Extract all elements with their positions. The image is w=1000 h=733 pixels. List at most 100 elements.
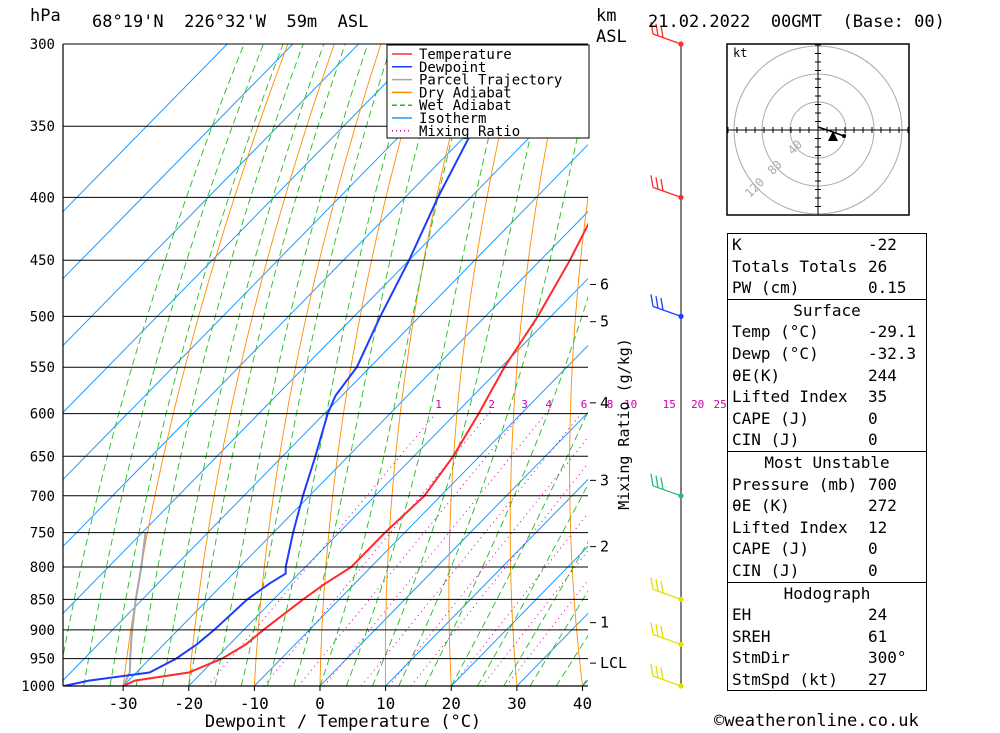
height-tick-label: 1 [600, 614, 609, 632]
indices-block-general: K -22 Totals Totals 26 PW (cm) 0.15 [728, 234, 926, 299]
wet-adiabat-line [83, 44, 264, 686]
mixing-ratio-label: 25 [713, 398, 726, 411]
temperature-tick-label: -10 [240, 694, 269, 713]
index-value: 0 [868, 408, 878, 428]
index-label: CIN (J) [732, 430, 800, 450]
hodograph-point [842, 134, 846, 138]
index-value: 0 [868, 539, 878, 559]
hodograph-trace [817, 126, 845, 137]
hodograph-title: Hodograph [783, 583, 871, 603]
index-label: Lifted Index [732, 517, 848, 537]
mixing-ratio-label: 3 [521, 398, 528, 411]
pressure-tick-label: 550 [30, 360, 55, 376]
index-value: 700 [868, 474, 897, 494]
wet-adiabat-line [345, 44, 513, 686]
wind-barb-flag [650, 663, 654, 677]
most-unstable-block: Most Unstable Pressure (mb) 700 θE (K) 272 L… [728, 450, 926, 582]
index-label: K [732, 235, 742, 254]
wind-barb-flag [660, 580, 664, 594]
wind-barb-dot [678, 596, 684, 602]
index-row: θE (K) 272 [728, 495, 926, 517]
isotherm-line [63, 44, 491, 481]
isotherm-line [63, 76, 588, 615]
isotherm-line [450, 545, 588, 686]
isotherm-line [63, 44, 425, 414]
wet-adiabat-line [162, 44, 325, 686]
mixing-ratio-label: 10 [624, 398, 637, 411]
hodograph-block: Hodograph EH 24 SREH 61 StmDir 300° StmSpd (kt… [728, 581, 926, 691]
index-value: -29.1 [868, 322, 917, 342]
wind-barb-flag [655, 665, 659, 678]
index-row: K -22 [728, 234, 926, 256]
wet-adiabat-line [188, 44, 346, 686]
legend-label: Parcel Trajectory [419, 73, 562, 89]
km-unit-label: km [596, 6, 617, 26]
wind-barb-flag [650, 622, 654, 635]
index-row: Temp (°C) -29.1 [728, 321, 926, 343]
wind-barb-shaft [652, 33, 682, 45]
wind-barb-shaft [652, 675, 682, 687]
pressure-tick-label: 650 [30, 449, 55, 465]
height-tick-label: 5 [600, 313, 609, 331]
mixing-ratio-line [481, 549, 588, 686]
wind-barb-flag [660, 477, 664, 490]
legend-label: Wet Adiabat [419, 98, 512, 114]
index-value: 0 [868, 560, 878, 580]
legend-label: Isotherm [419, 111, 486, 127]
index-label: PW (cm) [732, 278, 800, 298]
wind-barb-flag [660, 178, 664, 192]
wind-barb-flag [650, 577, 654, 590]
wind-barb-flag [655, 579, 659, 592]
index-row: StmDir 300° [728, 647, 926, 669]
isotherm-line [63, 44, 228, 213]
index-row: CIN (J) 0 [728, 429, 926, 451]
isotherm-line [63, 44, 294, 280]
mixing-ratio-line [263, 409, 493, 686]
pressure-tick-label: 1000 [21, 679, 55, 695]
index-row: θE(K) 244 [728, 365, 926, 387]
mixing-ratio-label: 6 [581, 398, 588, 411]
wind-barb-flag [655, 23, 659, 36]
pressure-tick-label: 450 [30, 253, 55, 269]
index-value: -32.3 [868, 343, 917, 363]
index-label: SREH [732, 626, 771, 646]
wet-adiabat-line [109, 44, 284, 686]
isotherm-line [188, 277, 588, 686]
wind-barb-flag [650, 21, 654, 35]
index-row: SREH 61 [728, 626, 926, 648]
index-label: Lifted Index [732, 387, 848, 407]
index-value: 26 [868, 256, 888, 276]
parcel-trajectory-line [122, 532, 147, 686]
surface-rows: Temp (°C) -29.1 Dewp (°C) -32.3 θE(K) 244 Lift… [728, 321, 926, 451]
height-tick-label: 2 [600, 538, 609, 556]
index-label: StmDir [732, 648, 790, 668]
dewpoint-line [63, 44, 517, 686]
legend-label: Dry Adiabat [419, 85, 512, 101]
index-value: 35 [868, 387, 888, 407]
hodograph-rows: EH 24 SREH 61 StmDir 300° StmSpd (kt) 27 [728, 604, 926, 690]
dry-adiabat-line [448, 44, 521, 686]
index-row: Lifted Index 35 [728, 386, 926, 408]
hodograph-unit: kt [733, 46, 747, 60]
temperature-tick-label: 0 [315, 694, 325, 713]
index-value: 0 [868, 430, 878, 450]
index-label: Dewp (°C) [732, 343, 819, 363]
wind-barb-flag [660, 667, 664, 680]
wet-adiabat-line [135, 44, 304, 686]
index-label: CAPE (J) [732, 408, 810, 428]
index-row: Dewp (°C) -32.3 [728, 343, 926, 365]
mixing-ratio-line [323, 409, 550, 686]
index-row: Lifted Index 12 [728, 517, 926, 539]
wind-barb-flag [660, 297, 664, 311]
pressure-tick-label: 850 [30, 592, 55, 608]
surface-title: Surface [793, 300, 861, 320]
index-value: 24 [868, 605, 888, 625]
mixing-ratio-line [361, 409, 585, 686]
legend-label: Temperature [419, 47, 512, 63]
pressure-tick-label: 700 [30, 489, 55, 505]
dry-adiabat-line [683, 44, 714, 686]
index-label: Totals Totals [732, 256, 858, 276]
isotherm-line [319, 411, 588, 686]
storm-motion-marker [828, 131, 838, 141]
mixing-ratio-line [207, 409, 439, 686]
